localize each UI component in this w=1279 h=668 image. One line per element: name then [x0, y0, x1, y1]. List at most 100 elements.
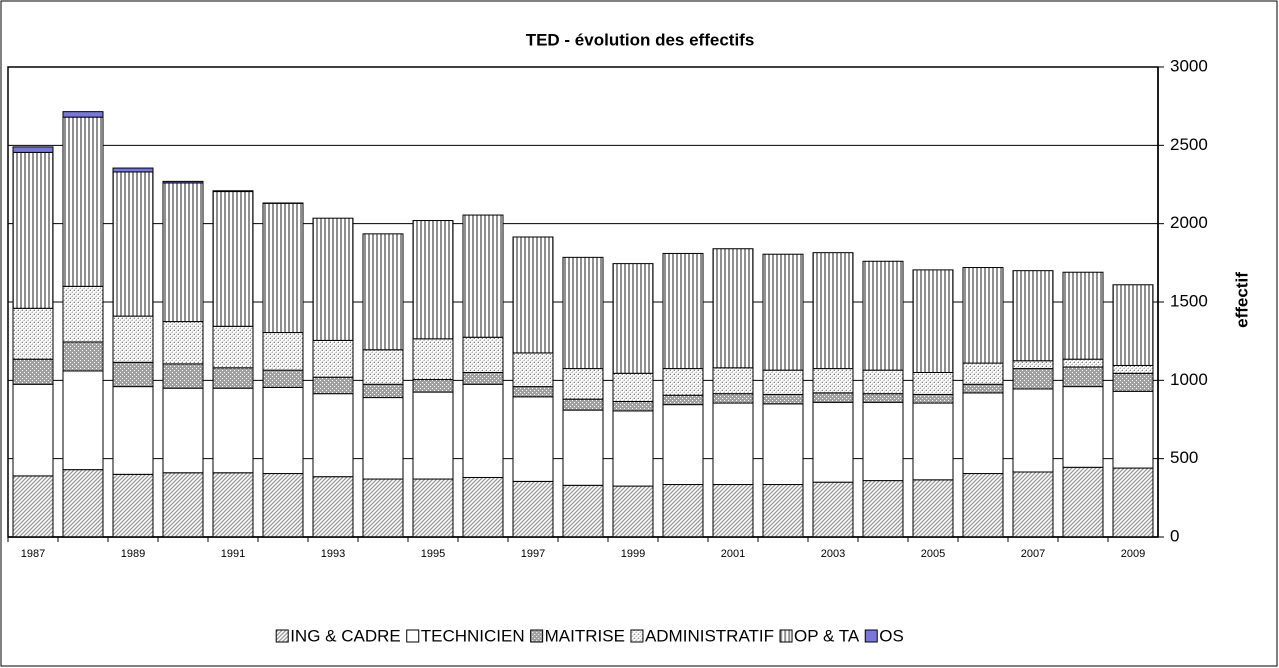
bar-segment [812, 401, 854, 483]
bar-segment [312, 217, 354, 341]
bar-segment [862, 260, 904, 371]
bar-segment [862, 480, 904, 538]
bar-segment [112, 167, 154, 173]
bar-segment [962, 392, 1004, 475]
bar-segment [662, 484, 704, 538]
bar-segment [712, 367, 754, 395]
bar-segment [162, 321, 204, 365]
bar-segment [62, 116, 104, 287]
bar-segment [712, 248, 754, 369]
bar-segment [362, 233, 404, 351]
legend-label: ING & CADRE [290, 626, 401, 645]
bar-segment [362, 349, 404, 385]
x-tick-label: 2003 [821, 548, 845, 560]
bar-segment [362, 478, 404, 538]
legend-label: MAITRISE [545, 626, 625, 645]
bar-segment [962, 473, 1004, 538]
bar-segment [112, 315, 154, 363]
bar-segment [1012, 270, 1054, 362]
bar-segment [962, 383, 1004, 394]
bar-segment [662, 394, 704, 406]
bar-segment [12, 475, 54, 538]
bar-segment [912, 479, 954, 538]
x-tick-label: 2009 [1121, 548, 1145, 560]
bar-segment [162, 472, 204, 538]
bar-segment [562, 409, 604, 486]
bar-segment [912, 372, 954, 395]
bar-segment [562, 398, 604, 411]
bar-segment [612, 410, 654, 487]
bar-segment [862, 393, 904, 403]
legend: ING & CADRE TECHNICIEN MAITRISE ADMINISTRAT… [275, 626, 904, 645]
bar-segment [212, 191, 254, 327]
bar-segment [312, 476, 354, 538]
bar-segment [12, 307, 54, 360]
bar-segment [12, 358, 54, 385]
bar-segment [212, 325, 254, 369]
bar-segment [1062, 386, 1104, 468]
bar-segment [962, 267, 1004, 364]
legend-label: OP & TA [794, 626, 860, 645]
bar-segment [662, 368, 704, 396]
x-tick-label: 1991 [221, 548, 245, 560]
bar-segment [1112, 284, 1154, 366]
bar-segment [112, 386, 154, 475]
bar-segment [212, 472, 254, 538]
bar-segment [1062, 358, 1104, 368]
bar-segment [712, 484, 754, 538]
bar-segment [812, 481, 854, 538]
legend-swatch [630, 629, 644, 643]
bar-segment [712, 402, 754, 486]
bar-segment [562, 484, 604, 538]
bar-segment [512, 236, 554, 354]
bar-segment [462, 214, 504, 338]
legend-swatch [864, 629, 878, 643]
legend-label: OS [879, 626, 904, 645]
bar-segment [562, 368, 604, 400]
bar-segment [212, 190, 254, 193]
bar-segment [912, 393, 954, 404]
bar-segment [362, 383, 404, 399]
y-axis-label: effectif [1232, 272, 1251, 328]
bar-segment [62, 285, 104, 343]
bar-segment [12, 383, 54, 477]
bar-segment [662, 404, 704, 486]
bar-segment [612, 263, 654, 374]
y-tick-label: 500 [1170, 448, 1198, 467]
bar-segment [762, 484, 804, 538]
bar-segment [262, 386, 304, 475]
bar-segment [12, 151, 54, 309]
bar-segment [112, 171, 154, 317]
bar-segment [162, 182, 204, 323]
x-tick-label: 1987 [21, 548, 45, 560]
bar-segment [612, 372, 654, 402]
bar-segment [512, 386, 554, 398]
x-tick-label: 1999 [621, 548, 645, 560]
bar-segment [1112, 390, 1154, 469]
bar-segment [262, 202, 304, 334]
bar-segment [762, 403, 804, 486]
bar-segment [162, 387, 204, 474]
legend-swatch [275, 629, 289, 643]
bar-segment [812, 252, 854, 370]
bar-segment [312, 339, 354, 378]
bar-segment [662, 252, 704, 370]
legend-label: TECHNICIEN [421, 626, 525, 645]
y-tick-label: 2000 [1170, 213, 1208, 232]
bar-segment [162, 180, 204, 184]
legend-swatch [406, 629, 420, 643]
bar-segment [312, 393, 354, 478]
x-tick-label: 2005 [921, 548, 945, 560]
bar-segment [862, 369, 904, 395]
bar-segment [62, 341, 104, 372]
bar-segment [412, 478, 454, 538]
bar-segment [362, 397, 404, 480]
bar-segment [112, 473, 154, 538]
bar-segment [612, 400, 654, 412]
y-tick-label: 1000 [1170, 370, 1208, 389]
y-tick-label: 1500 [1170, 291, 1208, 310]
chart-title: TED - évolution des effectifs [526, 30, 755, 49]
bar-segment [412, 338, 454, 381]
bar-segment [1012, 388, 1054, 473]
